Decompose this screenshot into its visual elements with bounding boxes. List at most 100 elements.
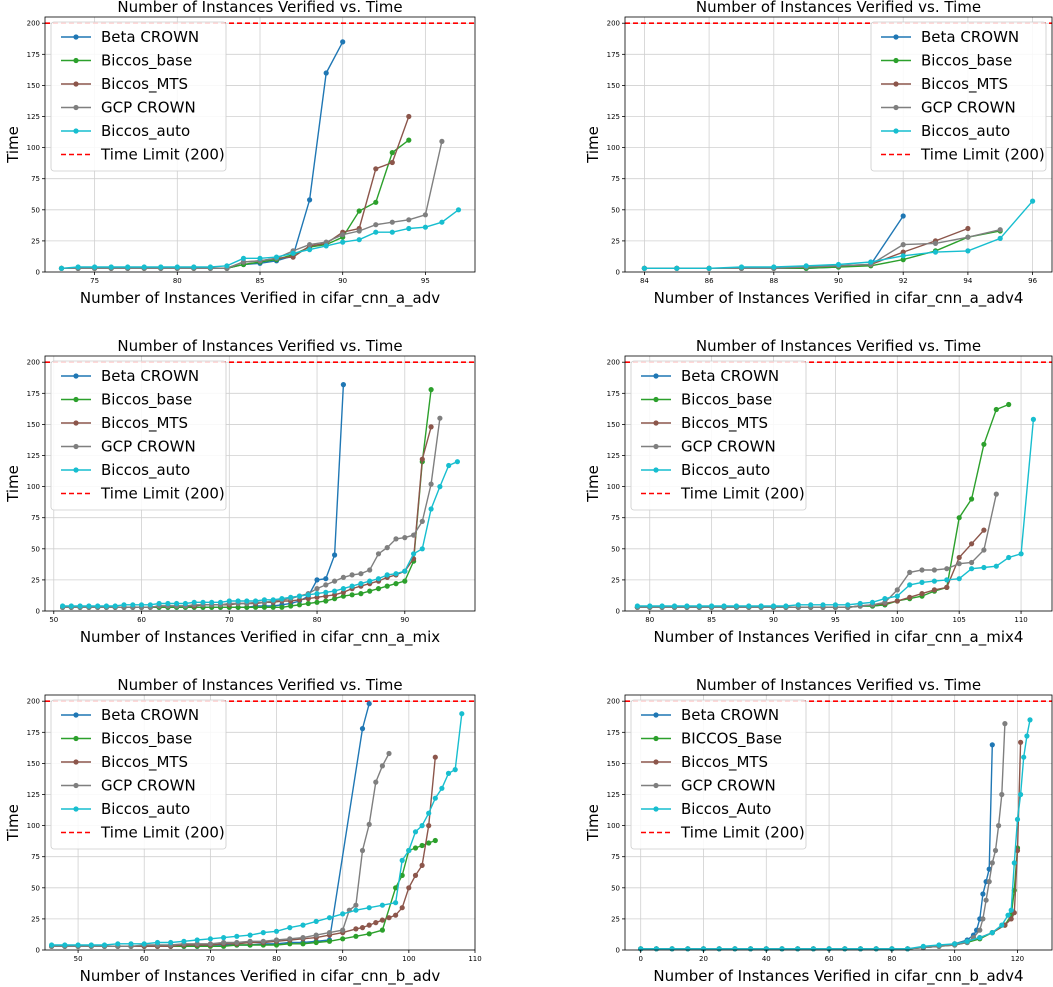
data-point	[446, 462, 452, 469]
x-tick-label: 75	[90, 277, 99, 285]
data-point	[684, 603, 690, 609]
legend-label: Biccos_auto	[681, 461, 770, 480]
legend-label: Biccos_base	[921, 52, 1012, 71]
data-point	[191, 599, 197, 605]
data-point	[358, 591, 364, 597]
y-tick-label: 200	[27, 698, 40, 706]
data-point	[454, 459, 460, 465]
data-point	[956, 515, 962, 521]
legend-label: GCP CROWN	[681, 777, 776, 795]
legend-box	[50, 699, 227, 850]
data-point	[771, 264, 777, 270]
data-point	[944, 584, 950, 591]
data-point	[323, 239, 329, 245]
data-point	[393, 581, 399, 587]
data-point	[770, 603, 777, 609]
data-point	[353, 902, 359, 908]
legend-marker	[73, 57, 79, 64]
x-tick-label: 94	[963, 277, 972, 285]
data-point	[340, 39, 346, 45]
series-line-biccos-mts	[637, 529, 985, 608]
data-point	[375, 551, 382, 557]
legend-label: Biccos_base	[101, 730, 192, 749]
legend: Beta CROWN Biccos_base Biccos_MTS GCP CROWN…	[630, 360, 807, 511]
data-point	[332, 578, 338, 584]
series-line-gcp-crown	[644, 229, 1001, 269]
data-point	[60, 603, 66, 609]
data-point	[261, 597, 267, 603]
data-point	[406, 217, 412, 223]
legend-label: Time Limit (200)	[100, 146, 225, 164]
y-tick-label: 75	[31, 514, 40, 522]
series-line-biccos-mts	[644, 227, 969, 269]
data-point	[323, 243, 329, 249]
data-point	[375, 576, 382, 582]
legend-marker	[893, 81, 899, 87]
data-point	[997, 227, 1003, 233]
legend: Beta CROWN Biccos_base Biccos_MTS GCP CROWN…	[870, 21, 1047, 172]
data-point	[340, 232, 346, 238]
data-point	[340, 574, 346, 581]
data-point	[314, 586, 320, 592]
y-tick-label: 125	[27, 791, 40, 799]
legend-label: Biccos_MTS	[921, 75, 1008, 94]
data-point	[92, 264, 98, 270]
data-point	[373, 199, 379, 205]
x-axis-label: Number of Instances Verified in cifar_cn…	[80, 967, 441, 986]
legend-label: GCP CROWN	[101, 99, 196, 117]
legend-marker	[73, 759, 79, 765]
legend-label: GCP CROWN	[101, 438, 196, 456]
data-point	[709, 603, 715, 609]
y-tick-label: 50	[31, 206, 40, 214]
data-point	[307, 242, 313, 248]
y-axis-label: Time	[4, 804, 22, 842]
chart-panel-2: 84 86 88 90 92 94 96 0 25 50 75 100 125 150 175 200 Numb…	[584, 0, 1053, 308]
data-point	[340, 936, 346, 942]
data-point	[445, 770, 452, 777]
data-point	[147, 602, 153, 608]
data-point	[432, 795, 438, 801]
data-point	[647, 603, 653, 609]
y-tick-label: 150	[607, 82, 620, 90]
data-point	[253, 598, 259, 604]
y-axis-label: Time	[584, 126, 602, 164]
y-axis-label: Time	[584, 465, 602, 503]
data-point	[323, 598, 329, 604]
data-point	[75, 264, 81, 270]
y-tick-label: 25	[31, 237, 40, 245]
x-tick-label: 60	[825, 955, 834, 963]
y-tick-label: 150	[607, 760, 620, 768]
data-point	[459, 711, 465, 717]
x-tick-label: 70	[206, 955, 215, 963]
y-tick-label: 0	[616, 269, 620, 277]
data-point	[1014, 816, 1021, 823]
data-point	[379, 917, 385, 923]
data-point	[1008, 907, 1014, 913]
data-point	[125, 264, 131, 270]
data-point	[340, 586, 346, 592]
data-point	[112, 603, 118, 609]
data-point	[419, 862, 425, 869]
data-point	[138, 602, 145, 608]
data-point	[103, 603, 109, 609]
data-point	[261, 604, 267, 610]
data-point	[977, 927, 983, 933]
data-point	[389, 229, 395, 235]
data-point	[323, 589, 329, 595]
data-point	[340, 239, 346, 245]
data-point	[270, 604, 276, 610]
data-point	[399, 872, 405, 879]
legend-marker	[893, 104, 899, 111]
x-tick-label: 80	[173, 277, 182, 285]
data-point	[992, 847, 999, 854]
data-point	[857, 600, 863, 607]
data-point	[313, 918, 319, 925]
data-point	[313, 932, 319, 938]
legend-label: Biccos_MTS	[101, 75, 188, 94]
chart-panel-4: 80 85 90 95 100 105 110 0 25 50 75 100 125 150 175 200 N…	[584, 337, 1053, 647]
data-point	[795, 946, 801, 952]
data-point	[386, 750, 392, 757]
data-point	[406, 885, 412, 891]
data-point	[313, 939, 319, 946]
